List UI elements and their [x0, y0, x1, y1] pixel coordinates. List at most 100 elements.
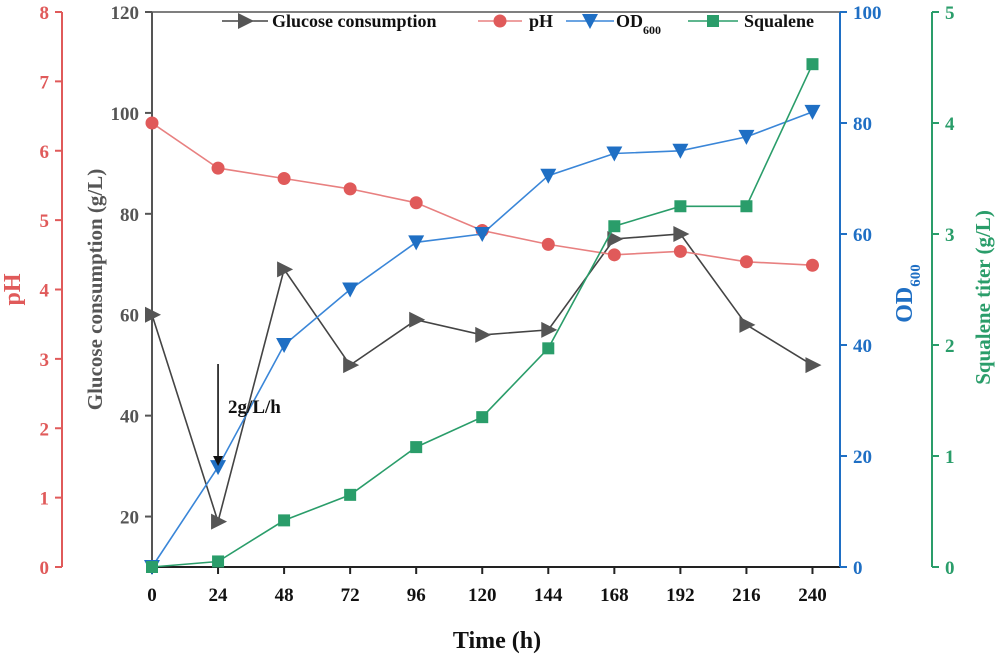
data-point-squalene — [806, 58, 819, 71]
x-tick-label: 96 — [407, 585, 426, 606]
series-line-od — [151, 111, 813, 568]
data-point-glucose — [211, 513, 228, 530]
data-point-ph — [805, 258, 819, 272]
od-axis-title-sub: 600 — [908, 264, 924, 287]
squalene-tick-label: 4 — [945, 114, 955, 135]
data-point-od — [540, 168, 557, 184]
squalene-tick-label: 2 — [945, 336, 955, 357]
ph-tick-label: 6 — [40, 142, 50, 163]
od-tick-label: 20 — [853, 447, 872, 468]
glucose-tick-label: 20 — [120, 508, 139, 529]
x-tick-label: 120 — [468, 585, 497, 606]
data-point-od — [804, 104, 821, 120]
legend-label-ph: pH — [529, 11, 553, 31]
series-line-glucose — [151, 233, 813, 525]
ph-tick-label: 7 — [40, 72, 50, 93]
data-point-squalene — [542, 342, 555, 355]
legend-marker-glucose — [238, 13, 254, 29]
od-tick-label: 60 — [853, 225, 872, 246]
data-point-glucose — [541, 321, 558, 338]
data-point-ph — [343, 182, 357, 196]
legend-label-main-ph: pH — [529, 11, 553, 31]
data-point-squalene — [674, 200, 687, 213]
data-point-glucose — [805, 357, 822, 374]
series-glucose — [145, 226, 822, 530]
od-tick-label: 0 — [853, 558, 863, 579]
data-point-glucose — [277, 261, 294, 278]
glucose-tick-label: 40 — [120, 407, 139, 428]
data-point-ph — [145, 116, 159, 130]
x-tick-label: 72 — [341, 585, 360, 606]
legend-label-main-od: OD — [616, 11, 643, 31]
od-tick-label: 40 — [853, 336, 872, 357]
data-point-glucose — [409, 311, 426, 328]
glucose-tick-label: 120 — [111, 3, 140, 24]
ph-tick-label: 4 — [40, 281, 50, 302]
legend-item-ph: pH — [478, 11, 553, 31]
data-point-od — [276, 338, 293, 353]
od-axis-title-main: OD — [892, 287, 918, 323]
x-axis-title: Time (h) — [453, 628, 541, 654]
od-axis-title: OD600 — [892, 264, 924, 323]
data-point-glucose — [145, 306, 161, 323]
ph-tick-label: 0 — [40, 558, 50, 579]
data-point-squalene — [410, 441, 423, 454]
glucose-tick-label: 60 — [120, 306, 139, 327]
x-tick-label: 24 — [209, 585, 229, 606]
legend-marker-od — [582, 14, 598, 29]
data-point-squalene — [740, 200, 753, 213]
ph-tick-label: 1 — [40, 489, 50, 510]
glucose-tick-label: 80 — [120, 205, 139, 226]
data-point-glucose — [607, 231, 624, 248]
series-squalene — [146, 58, 819, 573]
data-point-ph — [739, 255, 753, 269]
legend-label-od: OD600 — [616, 11, 661, 37]
data-point-od — [408, 235, 425, 251]
legend-item-squalene: Squalene — [688, 11, 814, 31]
legend-label-glucose: Glucose consumption — [272, 11, 437, 31]
x-tick-label: 240 — [798, 585, 827, 606]
data-point-od — [342, 282, 359, 298]
data-point-glucose — [673, 226, 690, 242]
glucose-tick-label: 100 — [111, 104, 140, 125]
data-point-squalene — [146, 561, 158, 573]
data-point-squalene — [476, 411, 489, 424]
legend-marker-squalene — [707, 15, 719, 27]
data-point-ph — [211, 161, 225, 175]
data-point-ph — [607, 248, 621, 262]
x-tick-label: 144 — [534, 585, 563, 606]
annotation-arrow-head — [213, 456, 224, 466]
series-line-squalene — [151, 63, 814, 568]
legend-item-glucose: Glucose consumption — [222, 11, 437, 31]
data-point-glucose — [475, 326, 492, 343]
data-point-squalene — [278, 514, 291, 527]
glucose-axis-title: Glucose consumption (g/L) — [83, 169, 107, 411]
legend-item-od: OD600 — [566, 11, 661, 37]
ph-tick-label: 5 — [40, 211, 50, 232]
ph-axis-title: pH — [0, 273, 26, 305]
data-point-od — [474, 227, 491, 242]
data-point-squalene — [212, 555, 225, 568]
series-od — [144, 104, 821, 575]
od-tick-label: 100 — [853, 3, 882, 24]
x-tick-label: 0 — [147, 585, 157, 606]
data-point-glucose — [739, 316, 756, 333]
series-ph — [145, 116, 819, 272]
annotation-label: 2g/L/h — [228, 397, 281, 418]
data-point-ph — [277, 172, 291, 185]
squalene-tick-label: 0 — [945, 558, 955, 579]
legend-label-main-glucose: Glucose consumption — [272, 11, 437, 31]
legend-label-squalene: Squalene — [744, 11, 814, 31]
squalene-tick-label: 1 — [945, 447, 955, 468]
data-point-squalene — [608, 220, 621, 233]
squalene-tick-label: 5 — [945, 3, 955, 24]
ph-tick-label: 8 — [40, 3, 50, 24]
ph-tick-label: 2 — [40, 419, 50, 440]
data-point-glucose — [343, 357, 360, 374]
data-point-ph — [541, 237, 555, 251]
legend-marker-ph — [493, 14, 507, 28]
data-point-ph — [409, 196, 423, 210]
x-tick-label: 168 — [600, 585, 629, 606]
legend-label-main-squalene: Squalene — [744, 11, 814, 31]
